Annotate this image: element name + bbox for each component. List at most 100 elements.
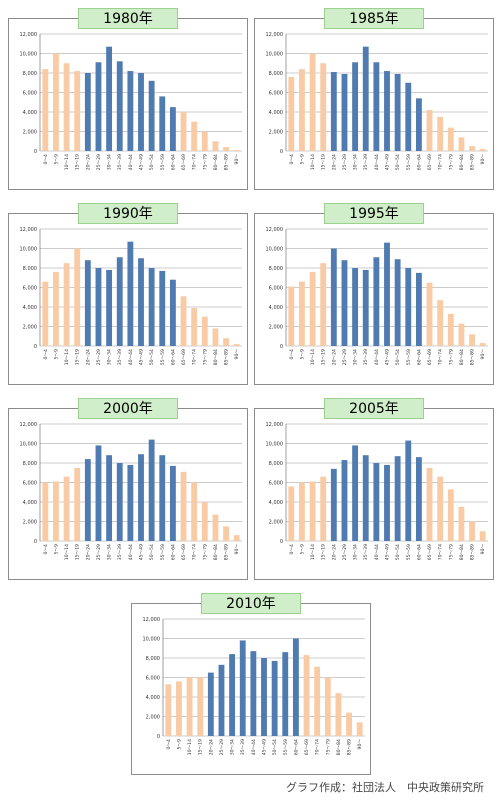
bar [212,328,219,346]
bar [180,112,187,151]
chart-title: 2000年 [78,398,178,419]
x-tick-label: 0～4 [289,544,295,555]
bar [159,455,166,541]
x-tick-label: 65～69 [427,349,433,365]
bar [127,71,134,151]
x-tick-label: 30～34 [353,154,359,170]
x-tick-label: 20～24 [208,739,214,755]
bar [309,481,316,541]
x-tick-label: 10～14 [64,154,70,170]
x-tick-label: 55～59 [283,739,289,755]
x-tick-label: 30～34 [107,154,113,170]
x-tick-label: 55～59 [160,154,166,170]
y-tick-label: 6,000 [269,480,283,486]
y-tick-label: 4,000 [23,110,37,116]
x-tick-label: 45～49 [385,154,391,170]
x-tick-label: 70～74 [438,349,444,365]
x-tick-label: 50～54 [395,544,401,560]
y-tick-label: 0 [34,149,37,155]
y-tick-label: 12,000 [20,32,38,38]
bar [180,296,187,346]
x-tick-label: 5～9 [299,349,305,360]
x-tick-label: 85～89 [224,349,230,365]
x-tick-label: 25～29 [342,154,348,170]
bar [138,454,144,541]
y-tick-label: 10,000 [266,51,284,57]
x-tick-label: 35～39 [117,349,123,365]
bar [447,127,454,151]
y-tick-label: 2,000 [23,129,37,135]
x-tick-label: 35～39 [363,154,369,170]
bar [292,638,299,736]
x-tick-label: 60～64 [170,544,176,560]
chart-panel: 0 2,000 4,000 6,000 8,000 10,000 12,000 0～4 5～9 1… [254,8,494,190]
x-tick-label: 75～79 [325,739,331,755]
bar [394,73,401,151]
bar [356,722,363,736]
bar [138,258,144,346]
x-tick-label: 80～84 [459,154,465,170]
bar [341,73,348,151]
bar [352,268,359,346]
y-tick-label: 8,000 [23,266,37,272]
bar [223,526,229,541]
x-tick-label: 15～19 [75,544,81,560]
x-tick-label: 65～69 [181,544,187,560]
bar [320,63,327,151]
bar [159,96,166,151]
chart-title: 1990年 [78,203,178,224]
bar [201,131,208,151]
y-tick-label: 0 [34,344,37,350]
y-tick-label: 4,000 [269,500,283,506]
x-tick-label: 75～79 [202,544,208,560]
bar [352,445,359,541]
bar [74,467,81,541]
bar [223,338,229,346]
x-tick-label: 85～89 [224,154,230,170]
bar [458,506,465,541]
x-tick-label: 90～ [234,544,240,555]
x-tick-label: 75～79 [448,349,454,365]
x-tick-label: 55～59 [406,544,412,560]
x-tick-label: 45～49 [262,739,268,755]
bar [469,521,475,541]
x-tick-label: 10～14 [64,349,70,365]
bar [469,334,475,346]
bar [362,46,369,151]
bar [127,464,134,541]
x-tick-label: 85～89 [470,154,476,170]
x-tick-label: 35～39 [363,349,369,365]
chart-title: 1995年 [324,203,424,224]
x-tick-label: 40～44 [251,739,257,755]
y-tick-label: 6,000 [23,480,37,486]
x-tick-label: 5～9 [53,154,59,165]
bar [324,677,331,736]
x-tick-label: 90～ [234,349,240,360]
bar [415,272,422,346]
x-tick-label: 60～64 [170,349,176,365]
bar [437,116,444,151]
bar [191,121,198,151]
x-tick-label: 65～69 [181,349,187,365]
y-tick-label: 8,000 [269,71,283,77]
chart-svg: 0 2,000 4,000 6,000 8,000 10,000 12,000 0～4 5～9 1… [131,603,371,775]
bar [309,271,316,346]
bar [458,323,465,346]
bar [394,259,401,346]
bar [165,684,172,736]
y-tick-label: 4,000 [269,110,283,116]
bar [239,640,246,736]
bar [394,456,401,541]
x-tick-label: 20～24 [85,544,91,560]
x-tick-label: 30～34 [353,544,359,560]
bar [42,482,49,541]
x-tick-label: 55～59 [160,349,166,365]
bar [373,463,380,541]
x-tick-label: 85～89 [224,544,230,560]
x-tick-label: 25～29 [219,739,225,755]
bar [426,467,433,541]
bar [148,439,155,541]
bar [169,107,176,151]
x-tick-label: 70～74 [192,544,198,560]
chart-svg: 0 2,000 4,000 6,000 8,000 10,000 12,000 0～4 5～9 1… [254,408,494,580]
